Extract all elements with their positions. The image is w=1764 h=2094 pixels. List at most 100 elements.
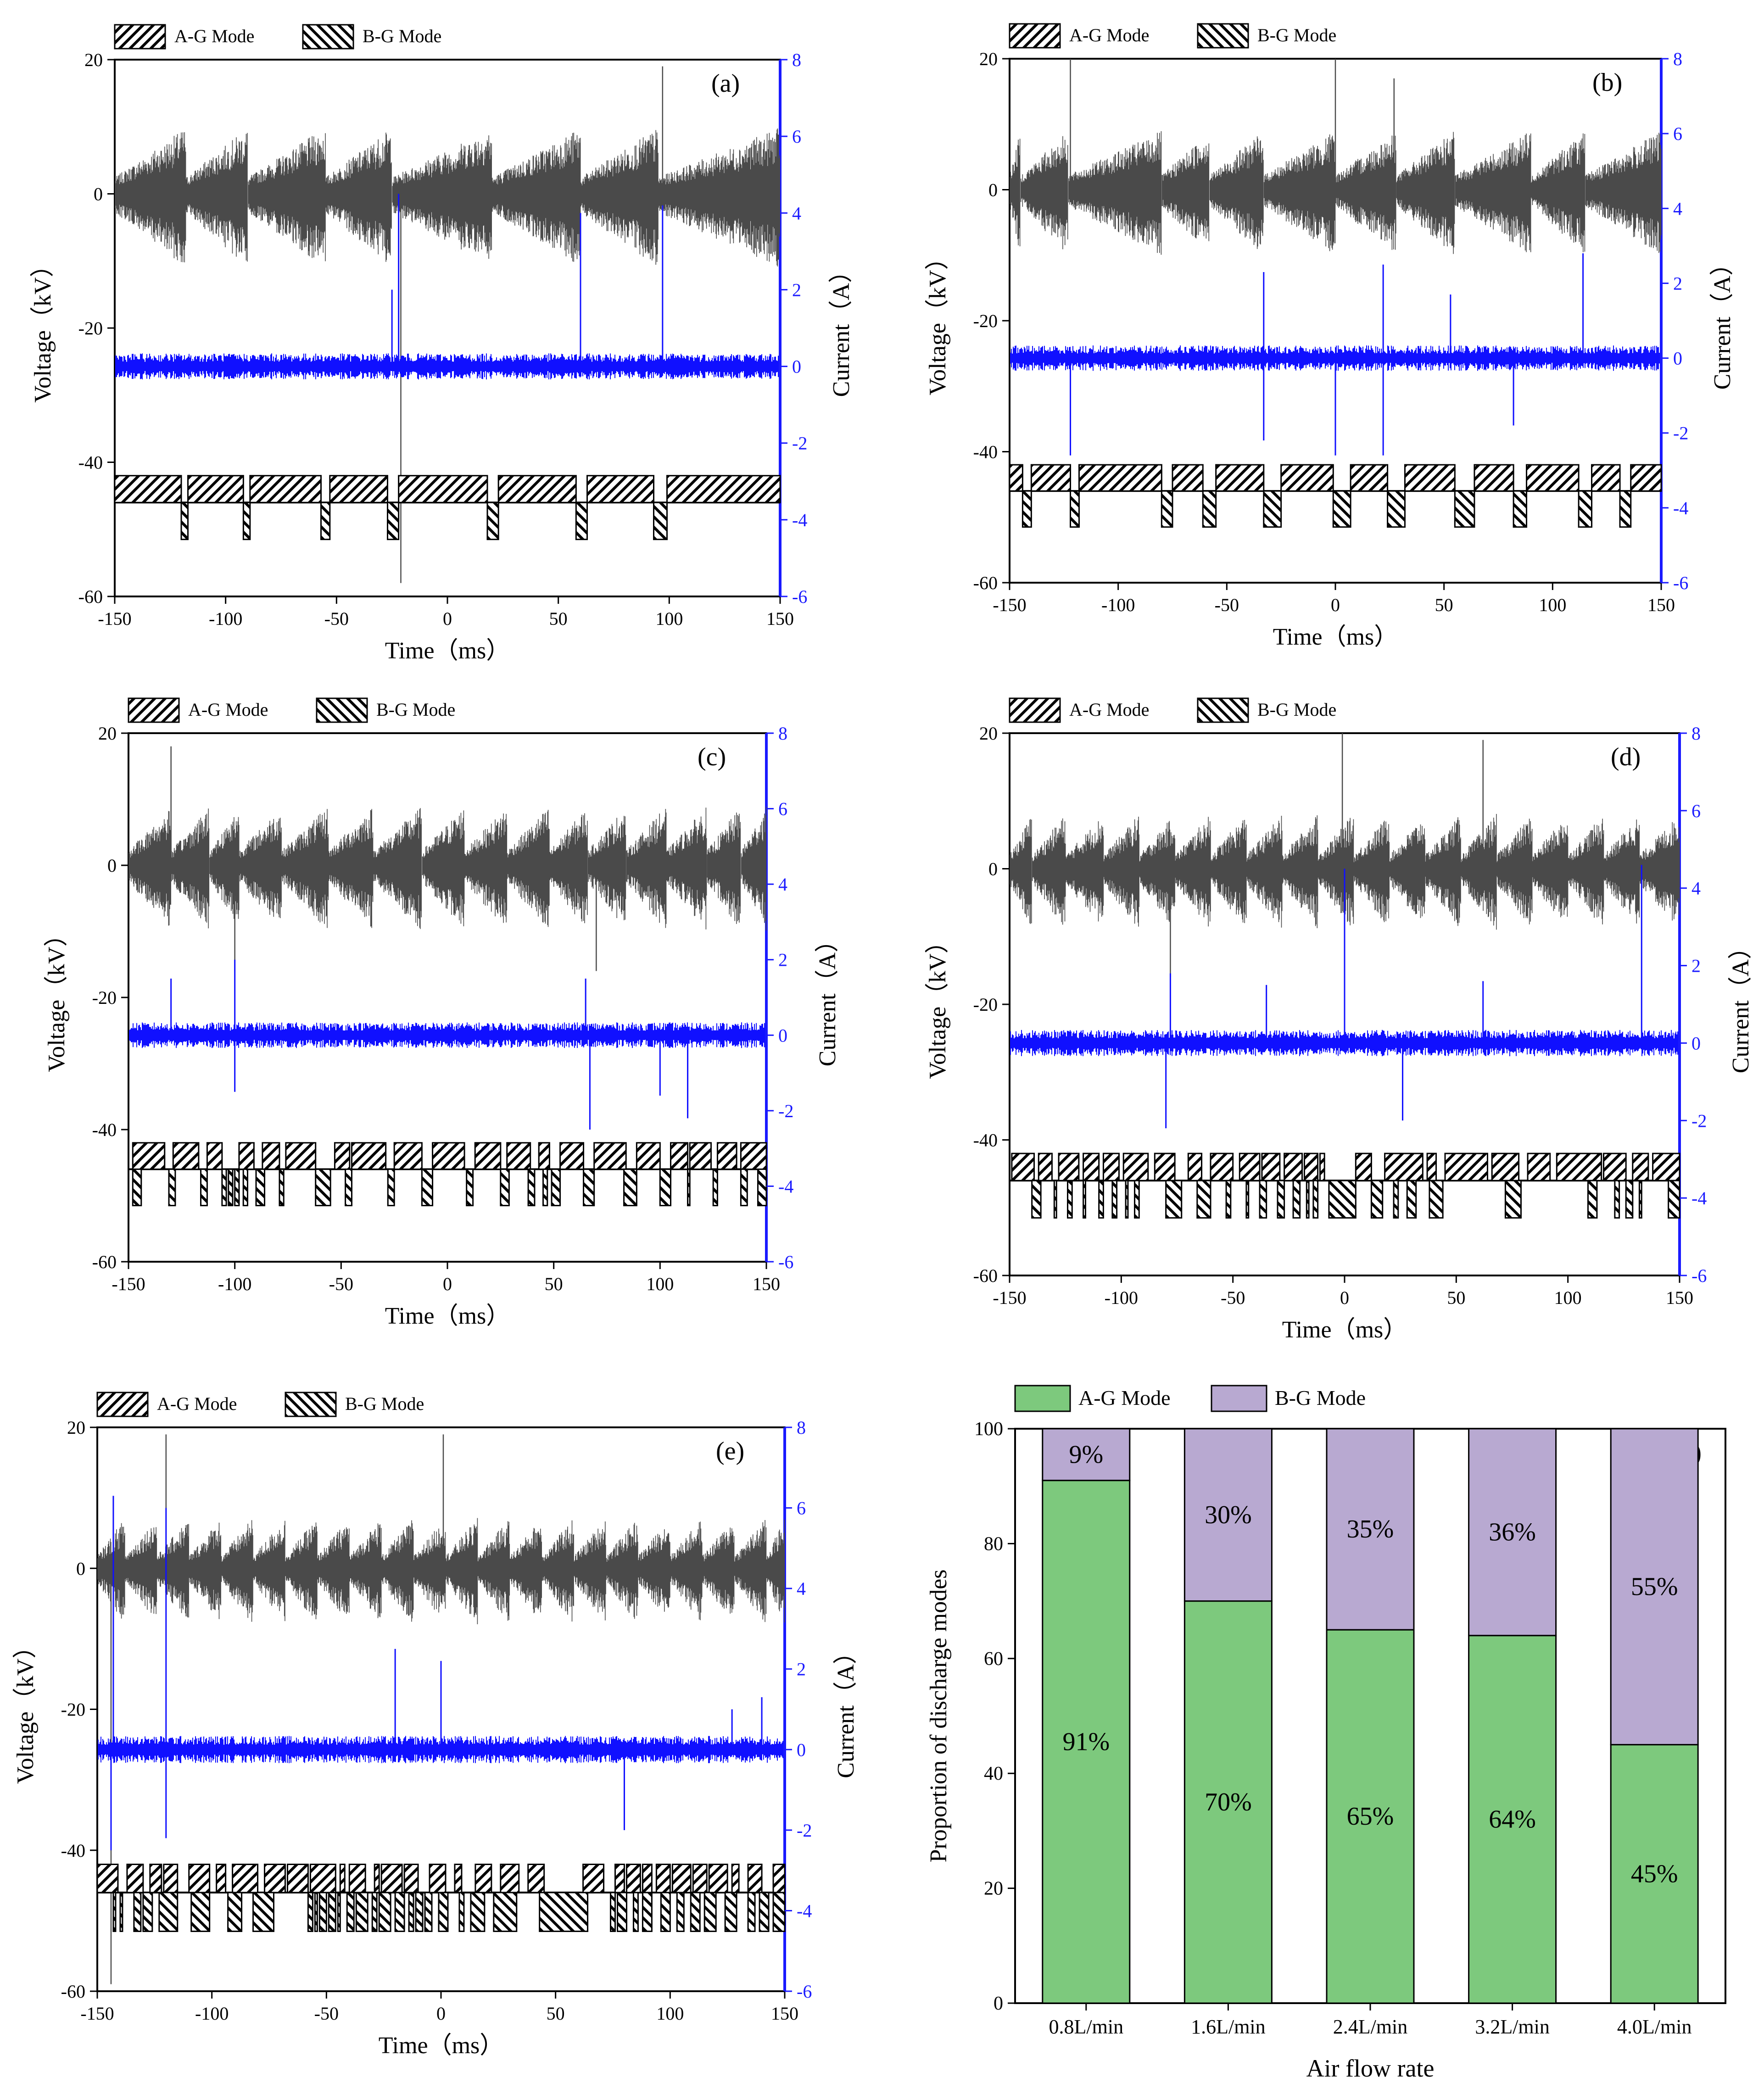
y-left-tick-label: 20 <box>979 723 998 744</box>
y-left-tick-label: 0 <box>94 184 103 205</box>
legend-bg-swatch <box>1211 1385 1267 1412</box>
x-tick-label: 100 <box>1554 1287 1582 1308</box>
ag-mode-segment <box>393 1142 423 1170</box>
y-right-tick-label: 0 <box>797 1739 806 1760</box>
ag-mode-segment <box>1652 1153 1680 1181</box>
ag-mode-segment <box>1591 464 1621 492</box>
bg-mode-segment <box>1625 1180 1634 1219</box>
bg-mode-segment <box>1196 1180 1211 1219</box>
ag-mode-segment <box>716 1142 737 1170</box>
bg-mode-segment <box>1328 1180 1356 1219</box>
y-left-axis-title: Voltage（kV） <box>12 1635 39 1784</box>
ag-mode-segment <box>1009 464 1023 492</box>
bg-mode-segment <box>632 1892 639 1932</box>
x-tick-label: 100 <box>656 2003 684 2024</box>
legend-ag-swatch <box>1014 1385 1071 1412</box>
bg-mode-segment <box>759 1892 770 1932</box>
ag-mode-segment <box>670 1142 689 1170</box>
y-axis-title: Proportion of discharge modes <box>926 1570 952 1863</box>
bg-mode-segment <box>653 501 668 540</box>
x-tick-label: 0.8L/min <box>1049 2016 1124 2038</box>
panel-label: (b) <box>1592 68 1622 97</box>
x-tick-label: -50 <box>329 1274 353 1294</box>
y-right-tick-label: -6 <box>778 1252 793 1272</box>
ag-mode-segment <box>1603 1153 1627 1181</box>
y-right-tick-label: 2 <box>1691 956 1701 976</box>
ag-mode-segment <box>655 1863 671 1894</box>
y-left-tick-label: 0 <box>107 855 117 876</box>
ag-mode-segment <box>309 1863 336 1894</box>
ag-mode-segment <box>1210 1153 1234 1181</box>
ag-mode-segment <box>114 475 182 503</box>
bg-mode-segment <box>724 1892 737 1932</box>
bg-mode-segment <box>1202 490 1217 528</box>
legend-ag-label: A-G Mode <box>1069 25 1149 45</box>
bg-mode-segment <box>438 1892 449 1932</box>
x-tick-label: 0 <box>1331 595 1340 615</box>
ag-mode-segment <box>351 1142 387 1170</box>
voltage-spikes <box>400 66 664 583</box>
voltage-spikes <box>1170 733 1484 977</box>
current-trace <box>129 1022 765 1048</box>
x-tick-label: 50 <box>547 2003 565 2024</box>
ag-mode-segment <box>593 1142 627 1170</box>
bg-mode-segment <box>279 1168 285 1207</box>
y-tick-label: 40 <box>984 1763 1003 1784</box>
y-left-axis-title: Voltage（kV） <box>925 246 951 395</box>
bg-mode-segment <box>1638 1180 1642 1219</box>
ag-mode-segment <box>500 1863 520 1894</box>
y-left-tick-label: 20 <box>67 1417 85 1438</box>
bg-mode-segment <box>328 1892 336 1932</box>
x-tick-label: 100 <box>646 1274 674 1294</box>
ag-mode-segment <box>772 1863 786 1894</box>
y-right-tick-label: 4 <box>1673 198 1682 219</box>
y-right-tick-label: -2 <box>778 1101 793 1121</box>
y-right-tick-label: 4 <box>792 203 801 223</box>
legend-ag-swatch <box>1009 23 1061 49</box>
bg-mode-segment <box>421 1168 434 1207</box>
bg-mode-segment <box>1245 1180 1250 1219</box>
y-left-tick-label: -40 <box>973 1130 998 1151</box>
bg-mode-segment <box>740 1168 748 1207</box>
current-trace <box>98 1736 783 1763</box>
bg-mode-segment <box>1619 490 1632 528</box>
ag-mode-segment <box>188 1863 211 1894</box>
y-right-tick-label: 2 <box>797 1659 806 1680</box>
ag-mode-segment <box>374 1863 380 1894</box>
ag-mode-segment <box>474 1863 492 1894</box>
ag-mode-segment <box>1122 1153 1149 1181</box>
x-tick-label: 150 <box>1647 595 1675 615</box>
bg-mode-segment <box>228 1168 234 1207</box>
y-right-tick-label: 0 <box>1691 1033 1701 1053</box>
bg-mode-segment <box>315 1168 331 1207</box>
bg-mode-segment <box>527 1168 536 1207</box>
bg-mode-segment <box>168 1168 176 1207</box>
y-right-tick-label: -4 <box>1691 1188 1707 1209</box>
y-tick-label: 0 <box>994 1993 1003 2014</box>
ag-mode-segment <box>334 1142 351 1170</box>
bg-mode-segment <box>772 1892 786 1932</box>
y-tick-label: 60 <box>984 1648 1003 1670</box>
bg-mode-segment <box>142 1892 153 1932</box>
ag-mode-segment <box>1303 1153 1319 1181</box>
bg-mode-segment <box>712 1168 718 1207</box>
bg-mode-segment <box>242 1168 248 1207</box>
ag-mode-segment <box>348 1863 366 1894</box>
y-right-tick-label: 8 <box>1673 49 1682 69</box>
ag-mode-segment <box>403 1863 419 1894</box>
x-tick-label: 50 <box>1435 595 1453 615</box>
bg-mode-segment <box>1263 490 1282 528</box>
bg-mode-segment <box>394 1892 405 1932</box>
current-spikes <box>391 194 664 367</box>
bar-bg <box>1042 1428 1131 1481</box>
ag-mode-segment <box>163 1863 179 1894</box>
bg-mode-segment <box>703 1892 717 1932</box>
current-spikes <box>110 1496 763 1850</box>
bg-mode-segment <box>1587 1180 1598 1219</box>
ag-mode-segment <box>454 1863 463 1894</box>
x-tick-label: -150 <box>98 608 131 629</box>
bg-mode-segment <box>551 1168 561 1207</box>
y-left-tick-label: -60 <box>78 586 103 607</box>
panel-label: (d) <box>1611 743 1641 771</box>
